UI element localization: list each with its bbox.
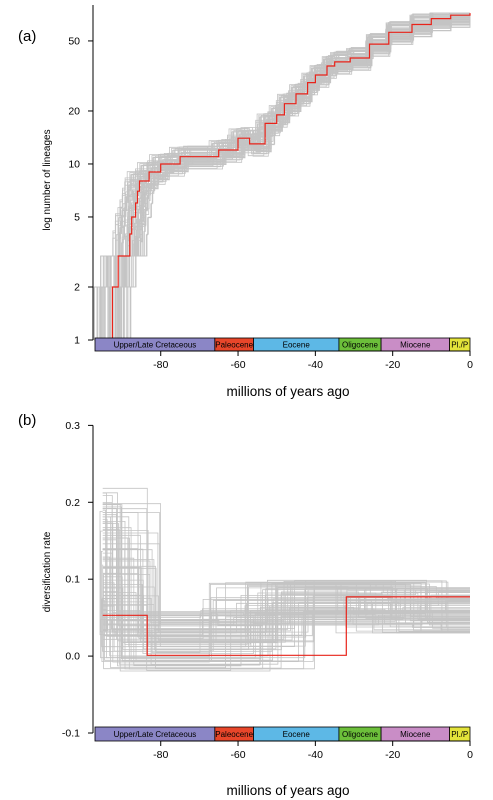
epoch-label: Upper/Late Cretaceous [114,341,197,350]
grey-lineage-curve [95,15,471,341]
x-tick-label: -80 [153,359,168,371]
panel-a-axes: 1 2 5 10 20 50 -80 -60 -40 -20 0 [68,5,473,371]
panel-a: (a) log number of lineages millions of y… [18,5,473,399]
grey-lineage-curve [95,12,470,341]
grey-rate-curve [102,589,470,636]
grey-lineage-curve [95,12,470,341]
panel-a-timescale: Upper/Late Cretaceous Paleocene Eocene Olig… [94,337,471,352]
panel-a-grey-envelope [93,12,471,341]
epoch-label: Pl./P [451,341,468,350]
epoch-label: Oligocene [342,730,379,739]
y-tick-label: 20 [68,105,80,117]
y-tick-label: 0.2 [65,497,80,509]
epoch-label: Oligocene [342,341,379,350]
grey-rate-curve [102,529,470,665]
grey-rate-curve [102,556,470,657]
grey-rate-curve [99,511,470,636]
x-tick-label: -40 [308,359,323,371]
y-tick-label: 5 [74,211,80,223]
grey-rate-curve [102,557,470,666]
red-rate-curve [102,596,470,656]
grey-rate-curve [102,537,470,628]
grey-rate-curve [102,503,470,625]
panel-b-timescale: Upper/Late Cretaceous Paleocene Eocene Olig… [94,726,471,742]
x-tick-label: -20 [385,359,400,371]
grey-rate-curve [102,506,470,643]
panel-b-axes: -0.1 0.0 0.1 0.2 0.3 -80 -60 -40 -20 0 [62,420,473,761]
epoch-label: Miocene [400,341,431,350]
x-tick-label: -60 [230,359,245,371]
grey-rate-curve [102,548,470,645]
grey-rate-curve [102,564,470,652]
grey-rate-curve [102,592,470,661]
y-tick-label: 10 [68,158,80,170]
panel-a-series [95,13,471,341]
x-tick-label: -60 [230,749,245,761]
panel-a-y-axis-label: log number of lineages [42,129,53,230]
x-tick-label: -20 [385,749,400,761]
grey-rate-curve [102,548,470,654]
grey-rate-curve [102,527,470,662]
panel-b: (b) diversification rate millions of yea… [18,412,473,798]
grey-rate-curve [102,492,470,632]
x-tick-label: 0 [467,359,473,371]
epoch-label: Pl./P [451,730,468,739]
red-lineage-curve [95,13,471,341]
grey-rate-curve [102,559,470,634]
panel-b-series [102,596,470,656]
grey-rate-curve [102,574,470,670]
epoch-label: Paleocene [215,341,253,350]
x-tick-label: -80 [153,749,168,761]
epoch-label: Eocene [283,341,311,350]
grey-rate-curve [102,579,470,643]
panel-b-grey-envelope [99,487,470,672]
y-tick-label: 0.3 [65,420,80,432]
epoch-label: Upper/Late Cretaceous [114,730,197,739]
epoch-label: Paleocene [215,730,253,739]
panel-a-label: (a) [18,28,36,45]
grey-rate-curve [102,532,470,634]
epoch-label: Miocene [400,730,431,739]
panel-a-x-axis-label: millions of years ago [226,384,349,399]
y-tick-label: 0.0 [65,651,80,663]
panel-b-label: (b) [18,412,36,429]
grey-rate-curve [102,618,470,631]
y-tick-label: 2 [74,282,80,294]
panel-b-x-axis-label: millions of years ago [226,783,349,798]
epoch-label: Eocene [283,730,311,739]
grey-lineage-curve [95,18,470,341]
grey-rate-curve [102,597,470,631]
grey-lineage-curve [95,12,470,341]
y-tick-label: 1 [74,335,80,347]
grey-lineage-curve [95,12,470,341]
grey-rate-curve [100,530,470,659]
grey-rate-curve [102,567,470,670]
grey-lineage-curve [95,15,471,341]
y-tick-label: 0.1 [65,574,80,586]
grey-rate-curve [102,594,470,650]
y-tick-label: -0.1 [62,728,80,740]
grey-rate-curve [102,537,470,643]
grey-lineage-curve [95,15,471,341]
panel-b-y-axis-label: diversification rate [42,531,53,612]
y-tick-label: 50 [68,35,80,47]
x-tick-label: 0 [467,749,473,761]
x-tick-label: -40 [308,749,323,761]
